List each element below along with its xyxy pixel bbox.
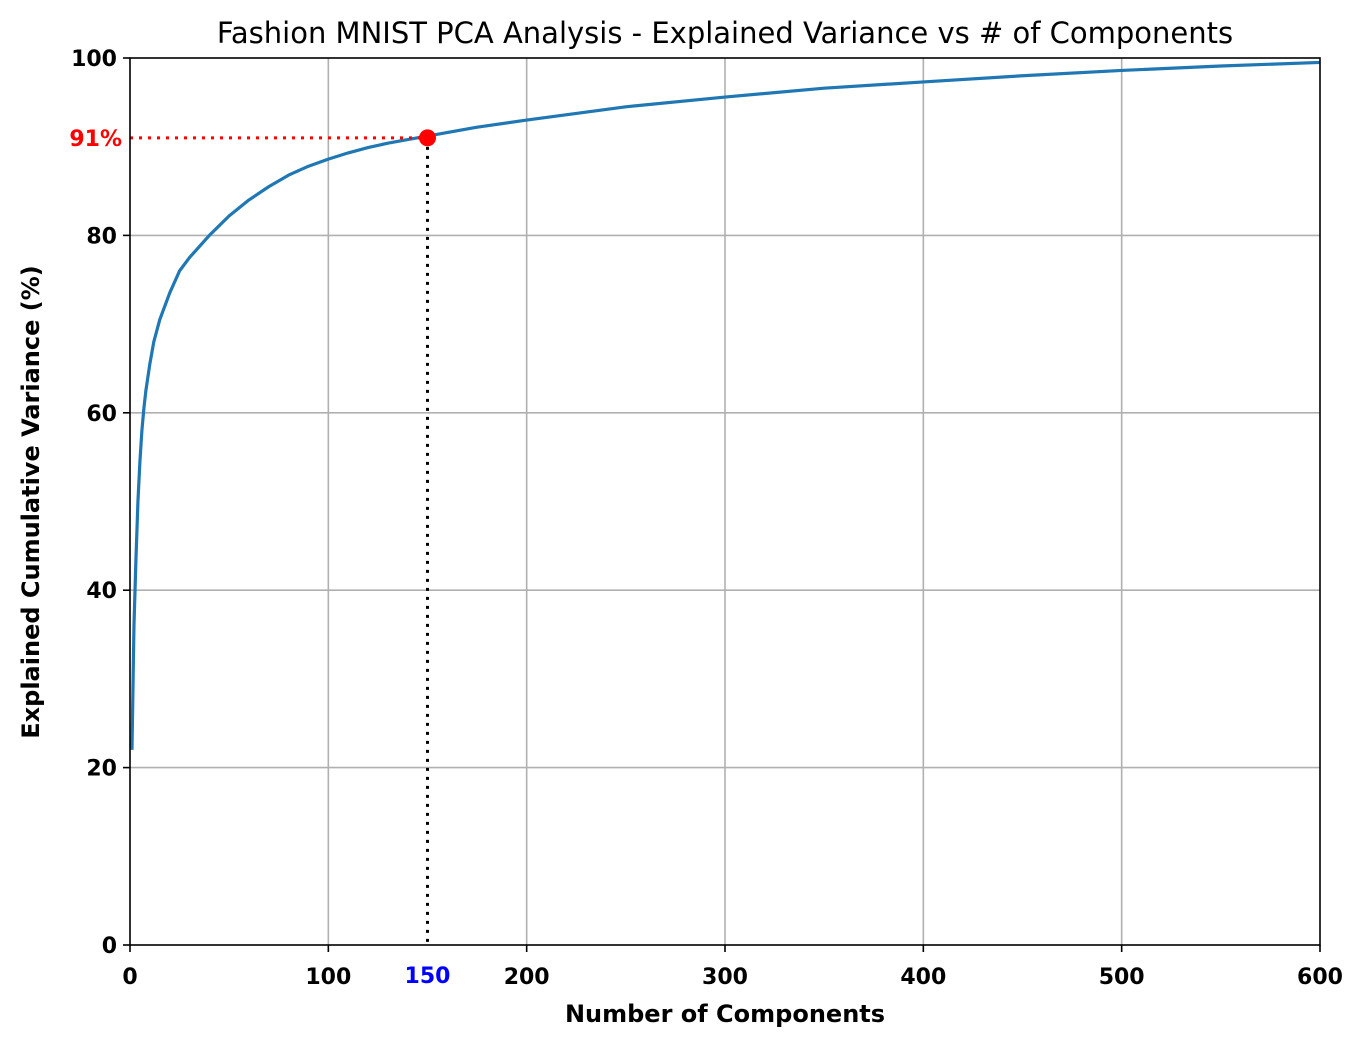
y-axis-label: Explained Cumulative Variance (%) (17, 265, 45, 738)
y-tick-label: 60 (86, 402, 117, 427)
threshold-point (419, 129, 436, 147)
y-tick-label: 80 (86, 224, 117, 249)
y-tick-label: 0 (102, 934, 117, 959)
x-tick-label: 400 (900, 965, 946, 990)
y-tick-label: 40 (86, 579, 117, 604)
tick-layer: 0 100 200 300 400 500 600 0 20 40 60 80 100 (71, 47, 1343, 990)
x-tick-label: 0 (122, 965, 137, 990)
x-tick-label: 500 (1099, 965, 1145, 990)
x-tick-label: 200 (504, 965, 550, 990)
grid-lines (130, 58, 1320, 945)
threshold-y-label: 91% (69, 127, 122, 152)
chart-title: Fashion MNIST PCA Analysis - Explained V… (217, 16, 1233, 50)
x-tick-label: 600 (1297, 965, 1343, 990)
y-tick-label: 100 (71, 47, 117, 72)
threshold-x-label: 150 (405, 964, 451, 989)
series-layer (130, 60, 1321, 750)
x-axis-label: Number of Components (565, 1000, 885, 1028)
variance-curve (130, 60, 1321, 750)
annotation-layer: 91% 150 (69, 127, 450, 989)
x-tick-label: 100 (305, 965, 351, 990)
x-tick-label: 300 (702, 965, 748, 990)
y-tick-label: 20 (86, 757, 117, 782)
